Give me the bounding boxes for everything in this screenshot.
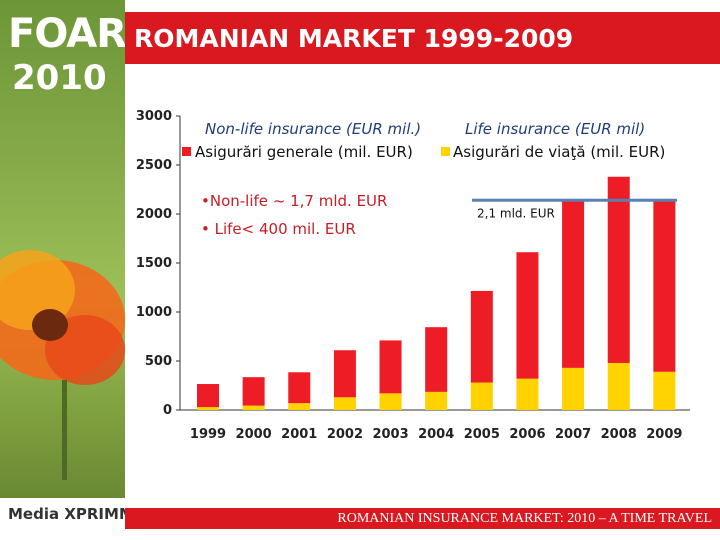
bar-life-2006 <box>516 378 539 410</box>
legend-swatch-non-life <box>182 147 191 156</box>
bar-non-life-2005 <box>470 290 493 383</box>
series-caption-life: Life insurance (EUR mil) <box>465 120 645 138</box>
annotation-non-life: •Non-life ~ 1,7 mld. EUR <box>201 192 387 210</box>
bar-non-life-2009 <box>653 200 676 372</box>
x-tick-label: 2008 <box>601 427 637 442</box>
y-tick-label: 2500 <box>136 158 172 173</box>
bar-non-life-2004 <box>425 327 448 392</box>
foar-logo-year: 2010 <box>12 58 107 98</box>
bar-non-life-2006 <box>516 252 539 379</box>
bar-life-2000 <box>242 405 265 410</box>
legend-label-life: Asigurări de viaţă (mil. EUR) <box>453 143 665 161</box>
x-tick-label: 2004 <box>418 427 454 442</box>
y-tick-label: 1500 <box>136 256 172 271</box>
bar-life-2004 <box>425 391 448 410</box>
bar-life-2007 <box>562 367 585 410</box>
bar-life-2005 <box>470 382 493 410</box>
y-axis: 0 500 1000 1500 2000 2500 3000 <box>136 109 181 418</box>
bar-non-life-2003 <box>379 340 402 394</box>
media-xprimm-logo <box>0 498 125 540</box>
bar-non-life-2001 <box>288 372 311 404</box>
y-tick-label: 0 <box>163 403 172 418</box>
x-tick-label: 1999 <box>190 427 226 442</box>
x-tick-label: 2006 <box>509 427 545 442</box>
bar-life-1999 <box>197 407 219 410</box>
bar-non-life-2007 <box>562 199 585 368</box>
x-tick-label: 2001 <box>281 427 317 442</box>
annotation-life: • Life< 400 mil. EUR <box>201 220 356 238</box>
x-tick-label: 2000 <box>236 427 272 442</box>
x-tick-label: 2002 <box>327 427 363 442</box>
footer-bar <box>125 508 720 529</box>
y-tick-label: 2000 <box>136 207 172 222</box>
slide-title: ROMANIAN MARKET 1999-2009 <box>134 24 574 53</box>
bar-life-2003 <box>379 393 402 410</box>
reference-line-label: 2,1 mld. EUR <box>477 206 555 220</box>
bar-life-2009 <box>653 371 676 410</box>
footer-text: ROMANIAN INSURANCE MARKET: 2010 – A TIME… <box>337 511 712 526</box>
foar-logo: FOAR <box>8 11 125 57</box>
x-axis: 1999 2000 2001 2002 2003 2004 2005 2006 2007 2008… <box>180 409 690 442</box>
left-decorative-panel: FOAR 2010 <box>0 0 125 540</box>
bar-series <box>197 176 676 410</box>
reference-line-group: 2,1 mld. EUR <box>472 198 677 220</box>
stacked-bar-chart: 0 500 1000 1500 2000 2500 3000 1999 2000 2001 200… <box>136 109 690 442</box>
title-bar <box>125 12 720 64</box>
legend-label-non-life: Asigurări generale (mil. EUR) <box>195 143 413 161</box>
bar-non-life-2002 <box>333 350 356 398</box>
legend-swatch-life <box>441 147 450 156</box>
y-tick-label: 3000 <box>136 109 172 124</box>
bar-life-2001 <box>288 403 311 410</box>
bar-non-life-1999 <box>197 384 219 408</box>
x-tick-label: 2009 <box>646 427 682 442</box>
bar-non-life-2008 <box>607 176 630 363</box>
x-tick-label: 2003 <box>372 427 408 442</box>
bar-life-2008 <box>607 362 630 410</box>
y-tick-label: 1000 <box>136 305 172 320</box>
y-tick-label: 500 <box>145 354 172 369</box>
media-xprimm-logo-text: Media XPRIMM <box>8 505 134 523</box>
x-tick-label: 2007 <box>555 427 591 442</box>
series-caption-non-life: Non-life insurance (EUR mil.) <box>205 120 421 138</box>
x-tick-label: 2005 <box>464 427 500 442</box>
poppy-flower-image <box>0 250 125 480</box>
bar-life-2002 <box>333 397 356 410</box>
bar-non-life-2000 <box>242 377 265 406</box>
